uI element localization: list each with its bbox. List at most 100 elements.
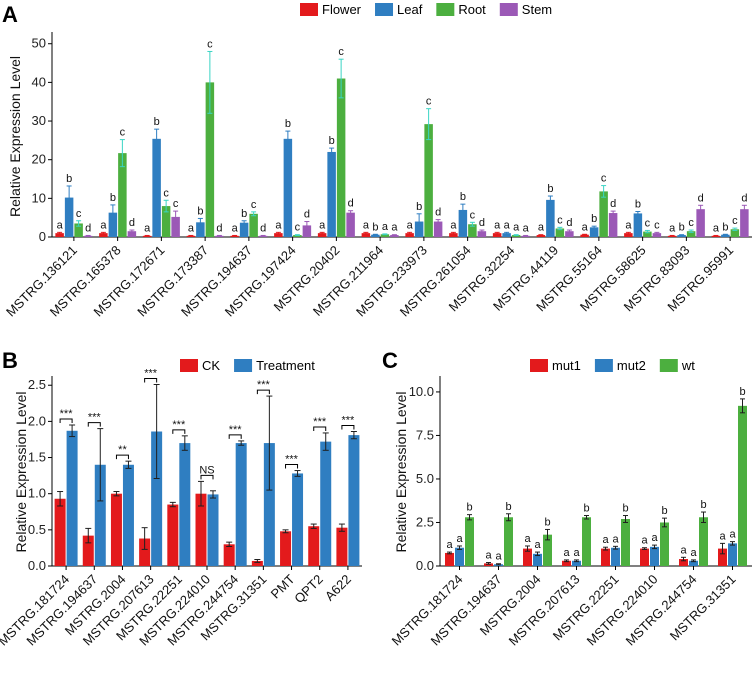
- significance-bracket: [256, 389, 270, 395]
- bar-leaf: [152, 138, 161, 237]
- significance-bracket: [59, 418, 73, 423]
- y-tick-label: 0: [39, 229, 46, 244]
- bar-flower: [361, 233, 371, 237]
- significance-mark: **: [118, 444, 127, 456]
- significance-letter: d: [610, 198, 616, 210]
- significance-letter: b: [241, 208, 247, 220]
- panel-label-b: B: [2, 348, 18, 373]
- significance-letter: c: [76, 208, 82, 220]
- significance-letter: a: [612, 533, 619, 545]
- bar-flower: [624, 233, 633, 237]
- significance-letter: b: [505, 501, 511, 513]
- significance-letter: b: [110, 192, 116, 204]
- bar-leaf: [327, 151, 336, 237]
- bar-mut1: [562, 560, 571, 566]
- significance-mark: ***: [341, 415, 355, 427]
- significance-letter: a: [504, 219, 511, 231]
- bar-root: [380, 234, 390, 237]
- bar-treatment: [348, 435, 360, 566]
- bar-flower: [274, 233, 283, 237]
- bar-stem: [696, 209, 705, 237]
- bar-stem: [346, 212, 355, 237]
- bar-root: [424, 124, 433, 237]
- significance-letter: b: [329, 135, 335, 147]
- significance-letter: c: [120, 127, 126, 139]
- bar-mut1: [679, 559, 688, 566]
- bar-ck: [195, 493, 207, 566]
- bar-flower: [317, 233, 327, 237]
- bar-stem: [740, 209, 749, 237]
- bar-root: [686, 231, 696, 237]
- y-tick-label: 0.0: [28, 558, 46, 573]
- significance-letter: c: [732, 215, 738, 227]
- significance-letter: b: [583, 503, 589, 515]
- significance-letter: b: [591, 213, 597, 225]
- significance-mark: ***: [313, 416, 327, 428]
- bar-mut2: [728, 543, 737, 566]
- significance-letter: a: [144, 222, 151, 234]
- significance-letter: b: [154, 116, 160, 128]
- legend-swatch-leaf: [375, 3, 394, 16]
- y-tick-label: 30: [32, 113, 46, 128]
- panel-label-c: C: [382, 348, 398, 373]
- bar-mut1: [445, 552, 454, 566]
- bar-root: [161, 206, 171, 237]
- significance-letter: a: [651, 532, 658, 544]
- y-tick-label: 10.0: [409, 384, 434, 399]
- significance-letter: b: [544, 516, 550, 528]
- significance-mark: ***: [144, 368, 158, 380]
- bar-leaf: [283, 138, 293, 237]
- significance-letter: a: [713, 222, 720, 234]
- bar-root: [293, 235, 302, 237]
- bar-wt: [504, 517, 513, 566]
- significance-letter: b: [466, 502, 472, 514]
- bar-treatment: [263, 443, 275, 566]
- significance-letter: d: [129, 217, 135, 229]
- significance-letter: b: [66, 173, 72, 185]
- significance-letter: c: [601, 173, 607, 185]
- significance-letter: c: [251, 199, 257, 211]
- bar-mut1: [523, 548, 532, 566]
- bar-leaf: [239, 222, 249, 237]
- significance-letter: b: [635, 198, 641, 210]
- significance-bracket: [87, 422, 101, 427]
- legend-swatch-treatment: [234, 359, 253, 372]
- significance-bracket: [144, 378, 158, 383]
- significance-letter: c: [645, 217, 651, 229]
- legend-label-leaf: Leaf: [397, 2, 423, 17]
- significance-letter: a: [680, 544, 687, 556]
- y-tick-label: 5.0: [416, 471, 434, 486]
- bar-stem: [608, 213, 618, 237]
- y-tick-label: 20: [32, 152, 46, 167]
- significance-letter: a: [573, 547, 580, 559]
- legend-label-root: Root: [458, 2, 486, 17]
- bar-root: [74, 223, 83, 237]
- bar-wt: [621, 519, 630, 566]
- bar-root: [468, 224, 477, 237]
- significance-bracket: [341, 425, 355, 430]
- significance-letter: c: [207, 38, 213, 50]
- bar-wt: [699, 517, 708, 566]
- significance-letter: c: [557, 214, 563, 226]
- significance-mark: ***: [229, 424, 243, 436]
- bar-treatment: [179, 443, 191, 566]
- significance-letter: a: [456, 533, 463, 545]
- bar-wt: [465, 517, 474, 566]
- significance-letter: d: [304, 209, 310, 221]
- significance-letter: b: [372, 221, 378, 233]
- legend-label-mut2: mut2: [617, 358, 646, 373]
- significance-letter: d: [348, 198, 354, 210]
- significance-bracket: [285, 464, 299, 469]
- bar-stem: [171, 216, 180, 237]
- significance-mark: ***: [172, 419, 186, 431]
- bar-ck: [308, 526, 320, 566]
- significance-letter: b: [661, 505, 667, 517]
- bar-flower: [536, 235, 546, 237]
- significance-letter: d: [260, 222, 266, 234]
- significance-letter: b: [679, 222, 685, 234]
- bar-leaf: [546, 199, 555, 237]
- significance-letter: a: [407, 219, 414, 231]
- significance-letter: d: [698, 192, 704, 204]
- significance-letter: a: [494, 219, 501, 231]
